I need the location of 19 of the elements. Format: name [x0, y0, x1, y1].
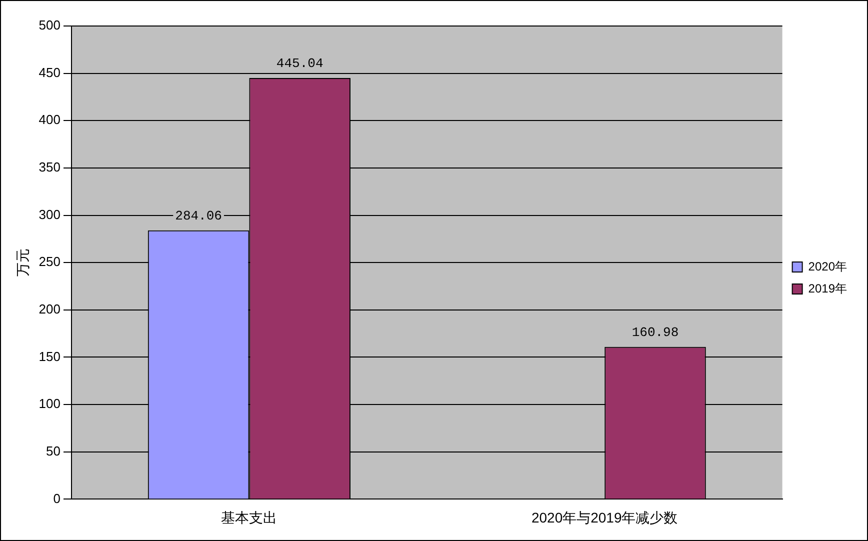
data-label: 160.98 [632, 324, 679, 340]
data-label: 284.06 [175, 208, 222, 224]
y-tick-label: 250 [38, 254, 60, 270]
y-tick-label: 500 [38, 18, 60, 33]
y-tick-label: 200 [38, 302, 60, 316]
y-tick-label: 100 [38, 396, 60, 412]
y-tick-label: 300 [38, 206, 60, 222]
y-tick-label: 450 [38, 64, 60, 80]
y-tick-label: 50 [46, 443, 60, 458]
data-label: 445.04 [276, 56, 324, 71]
y-tick-label: 150 [38, 348, 60, 364]
x-tick-label: 2020年与2019年减少数 [531, 509, 678, 526]
x-tick-label: 基本支出 [221, 509, 278, 526]
y-tick-label: 350 [38, 160, 60, 175]
legend-label: 2019年 [808, 281, 848, 296]
y-tick-label: 400 [38, 112, 60, 128]
y-tick-label: 0 [53, 490, 60, 506]
y-axis-title: 万元 [14, 248, 30, 277]
legend-label: 2020年 [808, 259, 848, 274]
